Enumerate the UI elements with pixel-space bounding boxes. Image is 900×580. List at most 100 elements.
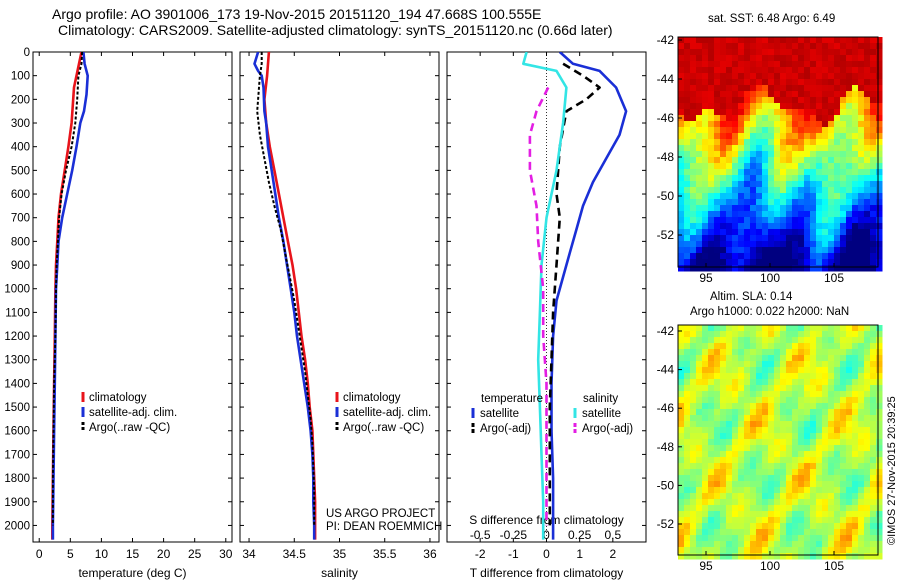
map-cell <box>738 415 745 422</box>
map-cell <box>786 211 793 218</box>
map-cell <box>876 37 883 44</box>
map-cell <box>864 163 871 170</box>
map-cell <box>834 475 841 482</box>
map-cell <box>702 229 709 236</box>
legend-entry: Argo(-adj) <box>480 423 531 435</box>
map-cell <box>714 253 721 260</box>
map-cell <box>852 247 859 254</box>
map-cell <box>858 241 865 248</box>
map-cell <box>696 529 703 536</box>
x-tick-label: 25 <box>188 547 202 561</box>
depth-tick-label: 100 <box>11 71 30 83</box>
map-cell <box>756 547 763 554</box>
map-cell <box>786 85 793 92</box>
map-cell <box>762 469 769 476</box>
map-cell <box>696 121 703 128</box>
map-cell <box>810 433 817 440</box>
map-cell <box>690 427 697 434</box>
map-cell <box>756 487 763 494</box>
map-cell <box>774 499 781 506</box>
map-cell <box>684 67 691 74</box>
map-cell <box>858 523 865 530</box>
map-cell <box>738 97 745 104</box>
map-cell <box>708 493 715 500</box>
map-cell <box>876 511 883 518</box>
map-cell <box>780 115 787 122</box>
map-cell <box>690 79 697 86</box>
map-cell <box>780 79 787 86</box>
map-cell <box>732 157 739 164</box>
map-cell <box>834 199 841 206</box>
map-cell <box>828 457 835 464</box>
map-cell <box>816 325 823 332</box>
map-cell <box>702 427 709 434</box>
map-cell <box>834 355 841 362</box>
map-cell <box>738 121 745 128</box>
map-cell <box>870 49 877 56</box>
map-cell <box>864 547 871 554</box>
map-cell <box>792 91 799 98</box>
map-cell <box>702 151 709 158</box>
map-cell <box>804 169 811 176</box>
map-cell <box>756 211 763 218</box>
map-cell <box>762 403 769 410</box>
map-cell <box>762 235 769 242</box>
map-cell <box>804 205 811 212</box>
map-cell <box>780 361 787 368</box>
map-cell <box>780 475 787 482</box>
map-cell <box>762 109 769 116</box>
map-cell <box>750 403 757 410</box>
map-cell <box>846 415 853 422</box>
map-cell <box>768 79 775 86</box>
map-cell <box>816 91 823 98</box>
map-cell <box>750 235 757 242</box>
map-cell <box>804 79 811 86</box>
map-cell <box>792 481 799 488</box>
map-cell <box>864 259 871 266</box>
map-cell <box>714 469 721 476</box>
map-cell <box>690 403 697 410</box>
map-cell <box>720 523 727 530</box>
series-line-salinity-argo-adj- <box>528 86 550 526</box>
map-cell <box>708 475 715 482</box>
map-cell <box>876 103 883 110</box>
map-cell <box>678 487 685 494</box>
map-cell <box>786 55 793 62</box>
map-cell <box>810 229 817 236</box>
map-cell <box>798 481 805 488</box>
map-cell <box>846 451 853 458</box>
series-line-salinity-satellite <box>521 52 568 540</box>
map-cell <box>834 391 841 398</box>
map-cell <box>720 439 727 446</box>
map-cell <box>768 235 775 242</box>
map-cell <box>870 505 877 512</box>
map-cell <box>792 505 799 512</box>
map-cell <box>834 43 841 50</box>
map-cell <box>858 109 865 116</box>
map-cell <box>786 475 793 482</box>
map-cell <box>834 361 841 368</box>
map-cell <box>804 55 811 62</box>
map-cell <box>804 535 811 542</box>
map-cell <box>768 241 775 248</box>
map-cell <box>732 55 739 62</box>
map-cell <box>870 259 877 266</box>
map-cell <box>864 229 871 236</box>
map-cell <box>750 361 757 368</box>
map-cell <box>768 247 775 254</box>
map-cell <box>690 235 697 242</box>
map-cell <box>762 367 769 374</box>
map-cell <box>702 133 709 140</box>
map-cell <box>828 433 835 440</box>
map-cell <box>846 547 853 554</box>
map-cell <box>708 61 715 68</box>
map-cell <box>732 355 739 362</box>
map-cell <box>822 247 829 254</box>
map-cell <box>774 475 781 482</box>
x-tick-label: 15 <box>126 547 140 561</box>
map-cell <box>768 469 775 476</box>
map-cell <box>858 265 865 272</box>
map-cell <box>816 349 823 356</box>
map-cell <box>768 493 775 500</box>
map-cell <box>738 463 745 470</box>
